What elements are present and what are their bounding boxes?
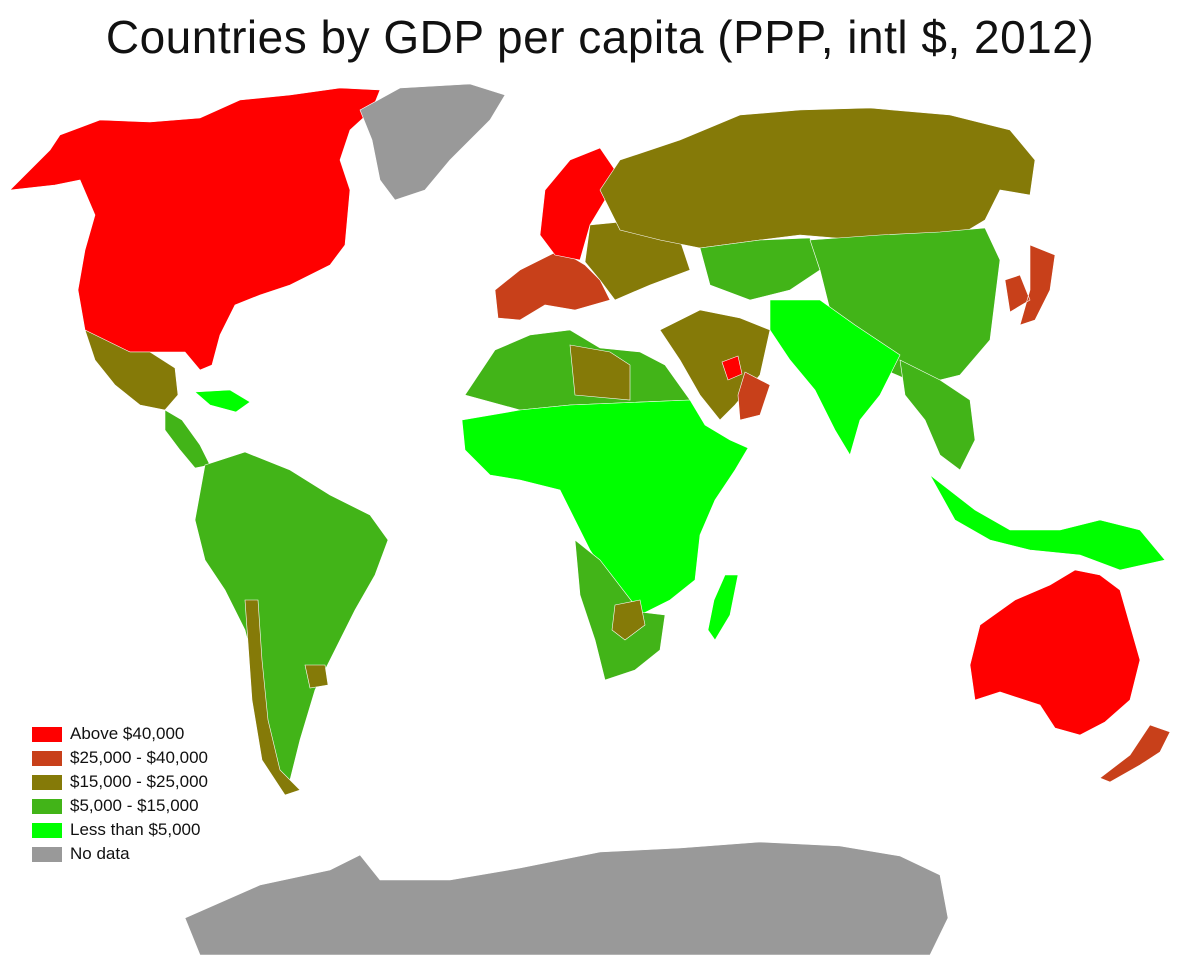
legend-label: Above $40,000 xyxy=(70,724,185,743)
region-gulf-states xyxy=(721,355,743,381)
region-libya xyxy=(569,344,631,401)
region-caribbean xyxy=(194,389,251,413)
region-sub-saharan-africa xyxy=(461,399,749,616)
legend-swatch xyxy=(32,774,62,790)
region-western-europe xyxy=(494,249,611,321)
legend-swatch xyxy=(32,846,62,862)
region-south-america xyxy=(194,451,389,781)
region-madagascar xyxy=(707,574,739,641)
region-northern-europe xyxy=(539,147,616,261)
legend-label: No data xyxy=(70,844,130,863)
region-new-zealand xyxy=(1099,724,1171,783)
legend-swatch xyxy=(32,798,62,814)
legend-swatch xyxy=(32,822,62,838)
region-central-america xyxy=(164,409,211,469)
region-mexico xyxy=(84,329,179,411)
region-uruguay xyxy=(304,664,329,689)
map-title: Countries by GDP per capita (PPP, intl $… xyxy=(105,11,1095,63)
region-russia xyxy=(599,107,1036,249)
region-oman xyxy=(737,371,771,421)
legend-item: Above $40,000 xyxy=(32,722,208,746)
region-australia xyxy=(969,569,1141,736)
legend-item: $15,000 - $25,000 xyxy=(32,770,208,794)
region-south-asia xyxy=(769,299,901,456)
region-north-america xyxy=(9,87,381,371)
region-chile xyxy=(244,599,301,796)
legend-item: Less than $5,000 xyxy=(32,818,208,842)
legend-item: $25,000 - $40,000 xyxy=(32,746,208,770)
legend-item: No data xyxy=(32,842,208,866)
region-japan-korea xyxy=(1004,244,1056,326)
region-southeast-asia xyxy=(899,359,976,471)
region-botswana xyxy=(611,599,646,641)
legend-swatch xyxy=(32,726,62,742)
legend-label: $15,000 - $25,000 xyxy=(70,772,209,791)
legend-label: $5,000 - $15,000 xyxy=(70,796,199,815)
region-central-asia xyxy=(699,237,821,301)
region-greenland xyxy=(359,83,506,201)
region-indonesia xyxy=(929,474,1166,571)
legend-label: Less than $5,000 xyxy=(70,820,201,839)
legend-label: $25,000 - $40,000 xyxy=(70,748,209,767)
map-legend: Above $40,000 $25,000 - $40,000 $15,000 … xyxy=(32,722,208,866)
legend-swatch xyxy=(32,750,62,766)
region-antarctica xyxy=(184,841,949,956)
legend-item: $5,000 - $15,000 xyxy=(32,794,208,818)
